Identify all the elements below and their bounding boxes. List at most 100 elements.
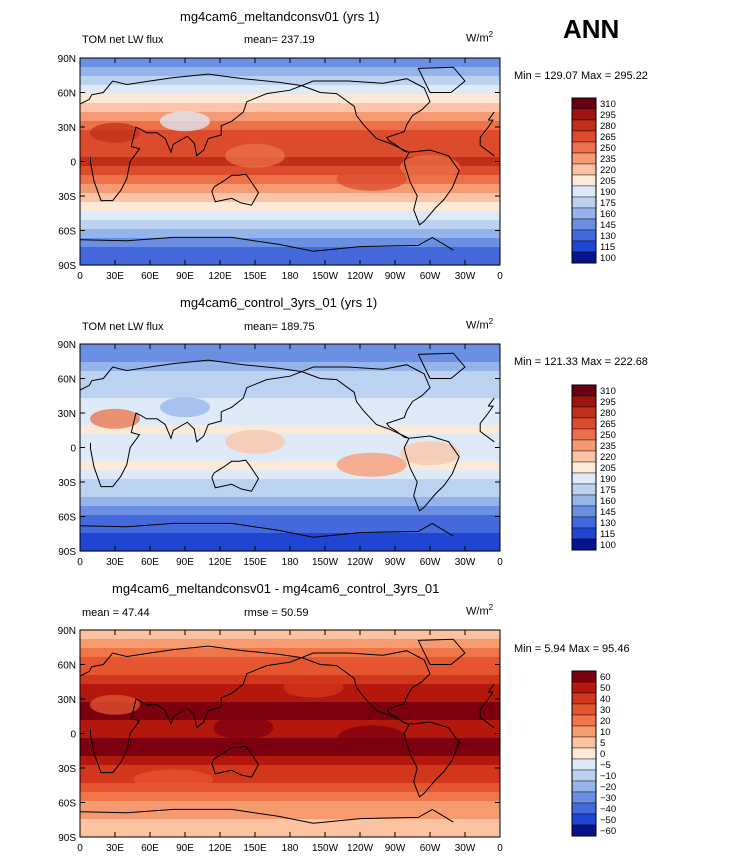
colorbar-swatch xyxy=(571,758,597,771)
colorbar-swatch xyxy=(571,251,597,264)
lat-label: 60N xyxy=(58,89,76,100)
colorbar-label: 10 xyxy=(600,727,611,738)
colorbar-label: −20 xyxy=(600,782,616,793)
map-color-band xyxy=(80,479,500,489)
lon-label: 150W xyxy=(312,557,339,568)
lon-label: 60W xyxy=(420,271,441,282)
map-color-patch xyxy=(336,166,407,191)
units-label: W/m2 xyxy=(466,30,494,45)
map-color-band xyxy=(80,229,500,239)
lat-label: 30S xyxy=(58,478,76,489)
colorbar-label: 160 xyxy=(600,209,616,220)
colorbar-label: 295 xyxy=(600,397,616,408)
colorbar-swatch xyxy=(571,780,597,793)
lat-label: 90S xyxy=(58,547,76,558)
coastline xyxy=(301,78,460,226)
panel-title: mg4cam6_meltandconsv01 (yrs 1) xyxy=(180,9,380,24)
colorbar-frame xyxy=(571,97,597,264)
colorbar-label: −5 xyxy=(600,760,611,771)
variable-label: TOM net LW flux xyxy=(82,321,164,333)
colorbar-swatch xyxy=(571,119,597,132)
colorbar-swatch xyxy=(571,516,597,529)
colorbar-swatch xyxy=(571,185,597,198)
map-color-patch xyxy=(225,143,285,168)
colorbar-swatch xyxy=(571,130,597,143)
lon-label: 150W xyxy=(312,271,339,282)
lat-label: 30N xyxy=(58,409,76,420)
colorbar-swatch xyxy=(571,108,597,121)
lon-label: 30E xyxy=(106,271,124,282)
lat-label: 0 xyxy=(70,730,76,741)
map-color-band xyxy=(80,166,500,176)
colorbar-swatch xyxy=(571,384,597,397)
colorbar-label: 295 xyxy=(600,110,616,121)
lon-label: 60E xyxy=(141,271,159,282)
map-color-band xyxy=(80,148,500,158)
map-color-band xyxy=(80,434,500,444)
map-color-band xyxy=(80,515,500,525)
lon-label: 60W xyxy=(420,843,441,854)
colorbar-swatch xyxy=(571,725,597,738)
map-color-band xyxy=(80,506,500,516)
map-color-band xyxy=(80,353,500,363)
colorbar-swatch xyxy=(571,207,597,220)
map-color-band xyxy=(80,533,500,543)
map-color-band xyxy=(80,801,500,811)
lon-label: 120E xyxy=(208,557,232,568)
coastline xyxy=(417,638,466,665)
map-color-band xyxy=(80,139,500,149)
lon-label: 0 xyxy=(497,557,503,568)
mean-label: mean = 47.44 xyxy=(82,607,150,619)
lon-label: 30W xyxy=(455,557,476,568)
lon-label: 150E xyxy=(243,271,267,282)
colorbar-swatch xyxy=(571,802,597,815)
colorbar-label: 265 xyxy=(600,419,616,430)
panel-title: mg4cam6_control_3yrs_01 (yrs 1) xyxy=(180,295,378,310)
colorbar-swatch xyxy=(571,97,597,110)
colorbar-swatch xyxy=(571,395,597,408)
colorbar-label: 235 xyxy=(600,441,616,452)
colorbar-label: 280 xyxy=(600,408,616,419)
map-color-band xyxy=(80,470,500,480)
lon-label: 150E xyxy=(243,557,267,568)
colorbar-swatch xyxy=(571,229,597,242)
map-color-band xyxy=(80,130,500,140)
coastline xyxy=(211,173,260,206)
map-color-band xyxy=(80,720,500,730)
colorbar-swatch xyxy=(571,141,597,154)
lon-label: 0 xyxy=(77,271,83,282)
colorbar-swatch xyxy=(571,692,597,705)
colorbar-swatch xyxy=(571,791,597,804)
colorbar-label: 205 xyxy=(600,463,616,474)
map-color-band xyxy=(80,497,500,507)
map-color-band xyxy=(80,666,500,676)
map-color-band xyxy=(80,76,500,86)
colorbar-label: 115 xyxy=(600,242,615,253)
season-label: ANN xyxy=(563,14,620,44)
map-color-band xyxy=(80,380,500,390)
colorbar-label: 130 xyxy=(600,231,616,242)
map-color-band xyxy=(80,211,500,221)
map-color-band xyxy=(80,711,500,721)
colorbar-swatch xyxy=(571,461,597,474)
map-color-band xyxy=(80,765,500,775)
map-color-band xyxy=(80,675,500,685)
minmax-label: Min = 5.94 Max = 95.46 xyxy=(514,643,630,655)
lat-label: 0 xyxy=(70,444,76,455)
map-color-patch xyxy=(213,715,274,740)
map-color-band xyxy=(80,202,500,212)
colorbar-swatch xyxy=(571,439,597,452)
units-label: W/m2 xyxy=(466,603,494,618)
map-color-band xyxy=(80,407,500,417)
colorbar-label: 115 xyxy=(600,529,615,540)
map-color-patch xyxy=(160,111,210,132)
colorbar-swatch xyxy=(571,747,597,760)
lon-label: 0 xyxy=(497,843,503,854)
map-color-patch xyxy=(400,155,460,180)
colorbar-label: 50 xyxy=(600,683,611,694)
map-color-band xyxy=(80,157,500,167)
colorbar-swatch xyxy=(571,240,597,253)
map-color-patch xyxy=(90,408,140,429)
colorbar-swatch xyxy=(571,428,597,441)
